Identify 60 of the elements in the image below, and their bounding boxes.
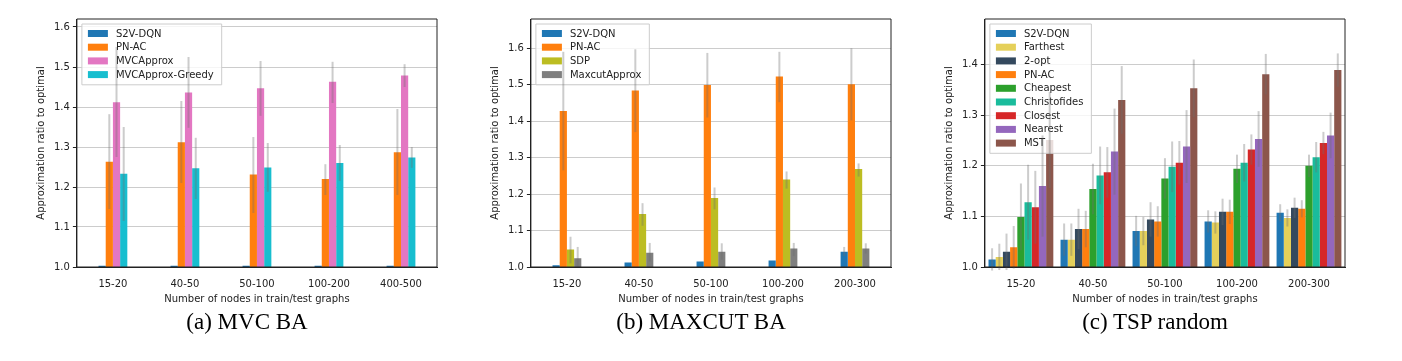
legend-label: SDP [569,54,590,66]
x-tick-label: 15-20 [1006,277,1036,289]
legend-label: MaxcutApprox [569,68,642,80]
x-tick-label: 50-100 [1147,277,1183,289]
y-tick-label: 1.1 [962,209,978,221]
y-tick-label: 1.6 [508,41,524,53]
y-tick-label: 1.0 [54,260,70,272]
x-tick-label: 40-50 [624,277,654,289]
x-axis-title: Number of nodes in train/test graphs [164,292,350,304]
y-tick-label: 1.0 [962,260,978,272]
x-tick-label: 400-500 [380,277,422,289]
legend-label: PN-AC [115,41,147,53]
legend-label: Closest [1023,109,1061,121]
y-tick-label: 1.6 [54,20,70,32]
legend-label: MVCApprox [115,54,174,66]
x-tick-label: 100-200 [762,277,804,289]
y-axis-title: Approximation ratio to optimal [488,66,500,220]
legend-label: Christofides [1023,96,1084,108]
y-tick-label: 1.3 [54,140,70,152]
y-tick-label: 1.2 [54,180,70,192]
legend-label: Farthest [1023,41,1065,53]
text: (b) MAXCUT BA [616,309,786,335]
legend-label: MVCApprox-Greedy [115,68,214,80]
x-tick-label: 15-20 [98,277,128,289]
legend-label: Nearest [1023,123,1063,135]
x-axis-title: Number of nodes in train/test graphs [618,292,804,304]
y-tick-label: 1.4 [962,58,978,70]
x-tick-label: 50-100 [239,277,275,289]
x-tick-label: 100-200 [308,277,350,289]
legend-label: S2V-DQN [1023,27,1070,39]
y-tick-label: 1.2 [962,159,978,171]
legend-label: PN-AC [569,41,601,53]
y-tick-label: 1.2 [508,187,524,199]
x-tick-label: 50-100 [693,277,729,289]
text: (c) TSP random [1082,309,1228,335]
legend-label: S2V-DQN [115,27,162,39]
y-tick-label: 1.5 [54,60,70,72]
x-tick-label: 40-50 [170,277,200,289]
y-tick-label: 1.4 [508,114,524,126]
y-tick-label: 1.3 [508,151,524,163]
text: (a) MVC BA [186,309,308,335]
legend-label: PN-AC [1023,68,1055,80]
x-tick-label: 100-200 [1216,277,1258,289]
y-tick-label: 1.1 [54,220,70,232]
y-tick-label: 1.1 [508,224,524,236]
x-tick-label: 200-300 [834,277,876,289]
legend-label: MST [1023,137,1046,149]
y-tick-label: 1.5 [508,78,524,90]
legend-label: Cheapest [1023,82,1072,94]
x-tick-label: 200-300 [1288,277,1330,289]
x-tick-label: 40-50 [1078,277,1108,289]
y-axis-title: Approximation ratio to optimal [34,66,46,220]
x-tick-label: 15-20 [552,277,582,289]
x-axis-title: Number of nodes in train/test graphs [1072,292,1258,304]
y-tick-label: 1.4 [54,100,70,112]
y-tick-label: 1.0 [508,260,524,272]
y-tick-label: 1.3 [962,108,978,120]
y-axis-title: Approximation ratio to optimal [942,66,954,220]
legend-label: S2V-DQN [569,27,616,39]
legend-label: 2-opt [1023,54,1051,66]
